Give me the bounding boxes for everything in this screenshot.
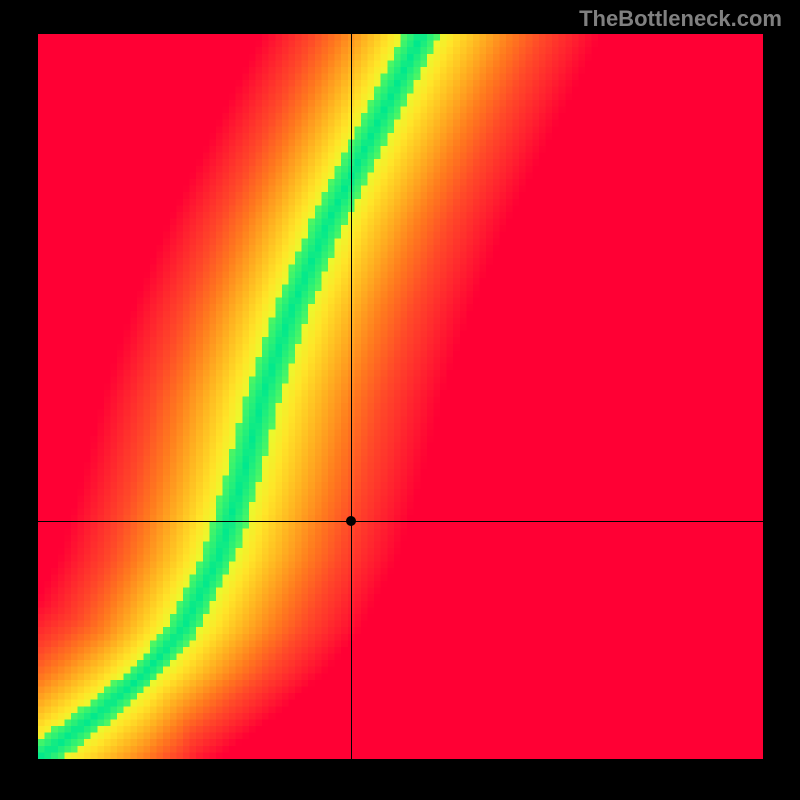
crosshair-vertical xyxy=(351,34,352,759)
watermark-text: TheBottleneck.com xyxy=(579,6,782,32)
heatmap-canvas xyxy=(38,34,763,759)
marker-dot xyxy=(346,516,356,526)
heatmap-plot xyxy=(38,34,763,759)
crosshair-horizontal xyxy=(38,521,763,522)
chart-container: TheBottleneck.com xyxy=(0,0,800,800)
